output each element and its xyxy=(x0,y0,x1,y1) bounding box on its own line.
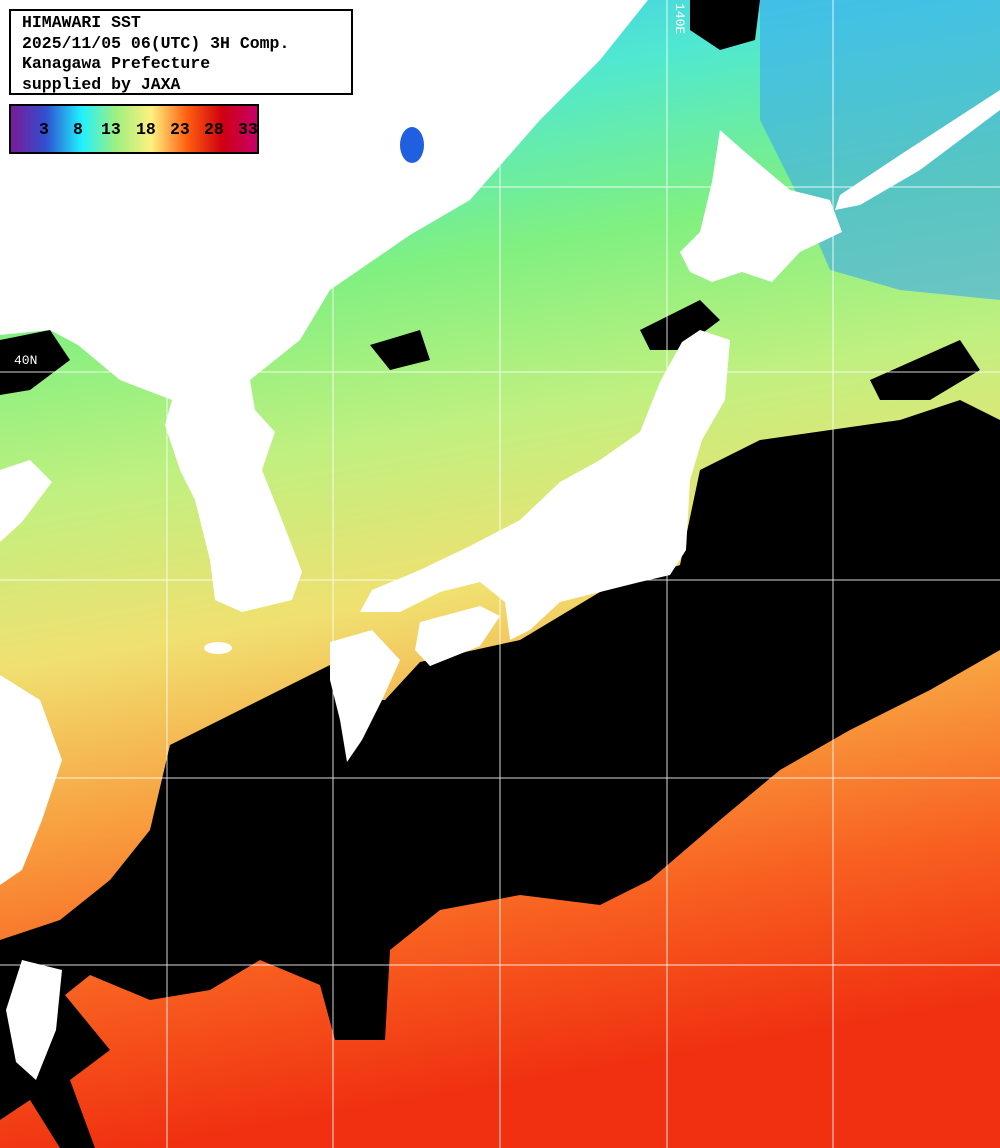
title-box: HIMAWARI SST 2025/11/05 06(UTC) 3H Comp.… xyxy=(9,9,353,95)
land-honshu xyxy=(360,330,730,640)
title-line-1: HIMAWARI SST xyxy=(22,13,141,32)
legend-tick: 13 xyxy=(101,120,121,139)
legend-tick: 28 xyxy=(204,120,224,139)
legend-tick: 33 xyxy=(238,120,258,139)
color-scale-legend: 3 8 13 18 23 28 33 xyxy=(9,104,259,154)
land-shikoku xyxy=(415,606,500,666)
land-taiwan xyxy=(6,960,62,1080)
land-kuril-islands xyxy=(835,90,1000,210)
legend-tick: 23 xyxy=(170,120,190,139)
land-hokkaido xyxy=(680,130,842,282)
title-line-3: Kanagawa Prefecture xyxy=(22,54,211,73)
latitude-label: 40N xyxy=(14,353,38,368)
title-line-4: supplied by JAXA xyxy=(22,74,181,94)
land-island-jeju xyxy=(204,642,232,654)
longitude-label: 140E xyxy=(672,3,687,35)
land-china-north xyxy=(0,460,52,542)
legend-tick: 3 xyxy=(39,120,49,139)
lake-khanka xyxy=(400,127,424,163)
land-china-east xyxy=(0,675,62,885)
legend-tick: 8 xyxy=(73,120,83,139)
land-kyushu xyxy=(330,630,400,762)
legend-tick: 18 xyxy=(136,120,156,139)
title-line-2: 2025/11/05 06(UTC) 3H Comp. xyxy=(22,33,290,53)
